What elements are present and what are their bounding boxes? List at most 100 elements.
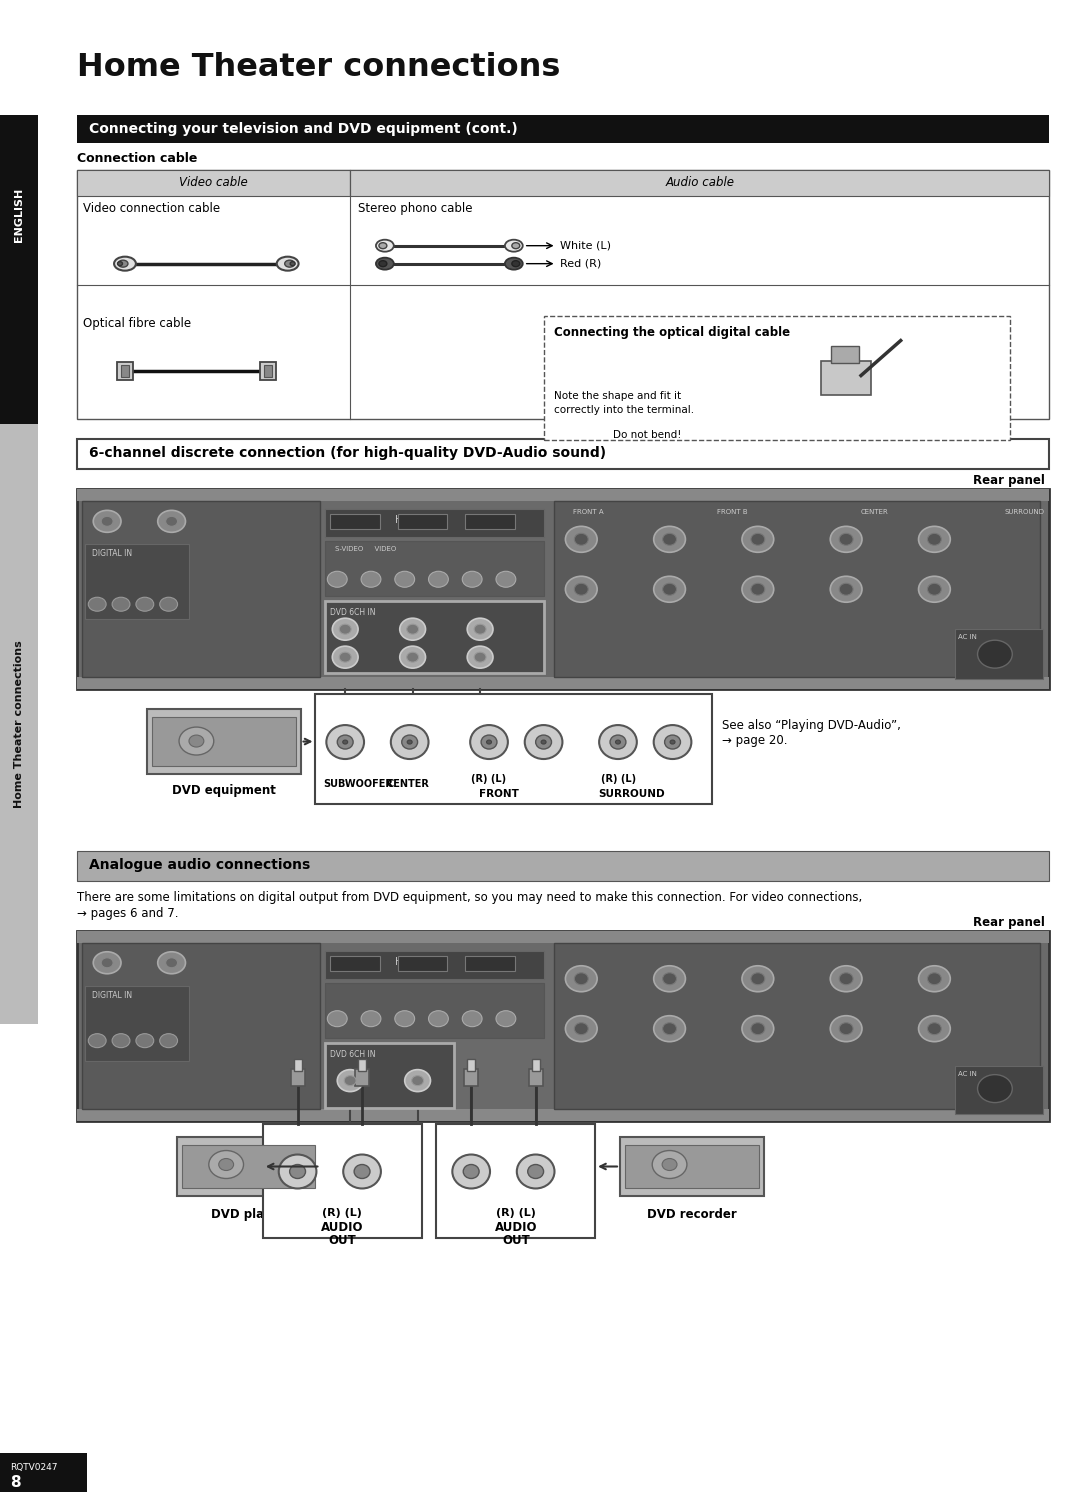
Bar [554, 943, 1040, 1109]
Bar [315, 695, 712, 804]
Ellipse shape [411, 1076, 423, 1086]
Text: Note the shape and fit it: Note the shape and fit it [554, 390, 680, 400]
Bar [181, 1144, 315, 1189]
Bar [0, 1454, 87, 1493]
Bar [832, 345, 859, 363]
Ellipse shape [839, 533, 853, 545]
Ellipse shape [610, 735, 626, 748]
Bar [78, 677, 1050, 689]
Text: Analogue audio connections: Analogue audio connections [90, 858, 311, 872]
Ellipse shape [512, 260, 519, 266]
Ellipse shape [291, 261, 295, 266]
Bar [355, 1068, 369, 1086]
Bar [78, 931, 1050, 943]
Bar [294, 1059, 301, 1071]
Ellipse shape [400, 647, 426, 668]
Bar [147, 710, 300, 774]
Ellipse shape [219, 1158, 233, 1170]
Bar [955, 1065, 1042, 1113]
Bar [397, 956, 447, 971]
Text: OUT: OUT [502, 1234, 529, 1247]
Text: OUT: OUT [328, 1234, 356, 1247]
Ellipse shape [504, 257, 523, 269]
Ellipse shape [831, 526, 862, 553]
Bar [78, 490, 1050, 502]
Text: Rear panel: Rear panel [973, 916, 1044, 929]
Ellipse shape [481, 735, 497, 748]
Ellipse shape [376, 239, 394, 251]
Bar [78, 170, 350, 196]
Ellipse shape [158, 511, 186, 532]
Ellipse shape [831, 577, 862, 602]
Ellipse shape [652, 1150, 687, 1179]
Ellipse shape [118, 260, 127, 267]
Bar [325, 1043, 455, 1107]
Ellipse shape [919, 526, 950, 553]
Bar [620, 1137, 764, 1197]
Ellipse shape [337, 735, 353, 748]
Ellipse shape [407, 653, 419, 662]
Ellipse shape [751, 1023, 765, 1035]
Ellipse shape [136, 598, 153, 611]
Ellipse shape [407, 624, 419, 633]
Bar [325, 983, 543, 1038]
Ellipse shape [333, 647, 359, 668]
Text: CENTER: CENTER [861, 509, 889, 515]
Ellipse shape [379, 260, 387, 266]
Ellipse shape [742, 577, 773, 602]
Text: HDMI: HDMI [395, 515, 421, 526]
Ellipse shape [653, 1016, 686, 1041]
Text: Connection cable: Connection cable [78, 152, 198, 164]
Ellipse shape [742, 965, 773, 992]
Ellipse shape [928, 533, 942, 545]
Bar [78, 490, 1050, 689]
Bar [531, 1059, 540, 1071]
Bar [0, 424, 38, 1023]
Ellipse shape [395, 1011, 415, 1026]
Ellipse shape [541, 740, 546, 744]
Ellipse shape [345, 1076, 356, 1086]
Ellipse shape [839, 973, 853, 985]
Text: → pages 6 and 7.: → pages 6 and 7. [78, 907, 179, 920]
Text: DIGITAL IN: DIGITAL IN [92, 550, 133, 559]
Ellipse shape [279, 1155, 316, 1189]
Ellipse shape [93, 511, 121, 532]
Ellipse shape [599, 725, 637, 759]
Ellipse shape [977, 1074, 1012, 1103]
Ellipse shape [208, 1150, 243, 1179]
Ellipse shape [136, 1034, 153, 1047]
Ellipse shape [831, 965, 862, 992]
Bar [262, 1123, 421, 1239]
Ellipse shape [653, 965, 686, 992]
Text: DVD equipment: DVD equipment [172, 784, 275, 796]
Ellipse shape [663, 973, 676, 985]
Bar [85, 544, 189, 619]
Ellipse shape [285, 260, 295, 267]
Ellipse shape [928, 583, 942, 595]
Text: FRONT: FRONT [480, 789, 519, 799]
Ellipse shape [528, 1164, 543, 1179]
Ellipse shape [391, 725, 429, 759]
Ellipse shape [361, 571, 381, 587]
Text: Red (R): Red (R) [561, 258, 602, 269]
Bar [350, 170, 1050, 196]
Text: AUDIO: AUDIO [321, 1222, 364, 1234]
Bar [78, 115, 1050, 143]
Ellipse shape [342, 740, 348, 744]
Ellipse shape [504, 239, 523, 251]
Ellipse shape [566, 965, 597, 992]
Ellipse shape [653, 526, 686, 553]
Text: 6-channel discrete connection (for high-quality DVD-Audio sound): 6-channel discrete connection (for high-… [90, 447, 606, 460]
Ellipse shape [400, 619, 426, 641]
Bar [0, 115, 38, 424]
Ellipse shape [93, 952, 121, 974]
Bar [821, 360, 870, 396]
Text: AC IN: AC IN [958, 633, 977, 641]
Text: DVD 6CH IN: DVD 6CH IN [330, 608, 376, 617]
Ellipse shape [525, 725, 563, 759]
Ellipse shape [102, 517, 113, 526]
Text: SURROUND: SURROUND [1004, 509, 1044, 515]
Text: DVD 6CH IN: DVD 6CH IN [330, 1050, 376, 1059]
Ellipse shape [575, 533, 589, 545]
Bar [465, 956, 515, 971]
